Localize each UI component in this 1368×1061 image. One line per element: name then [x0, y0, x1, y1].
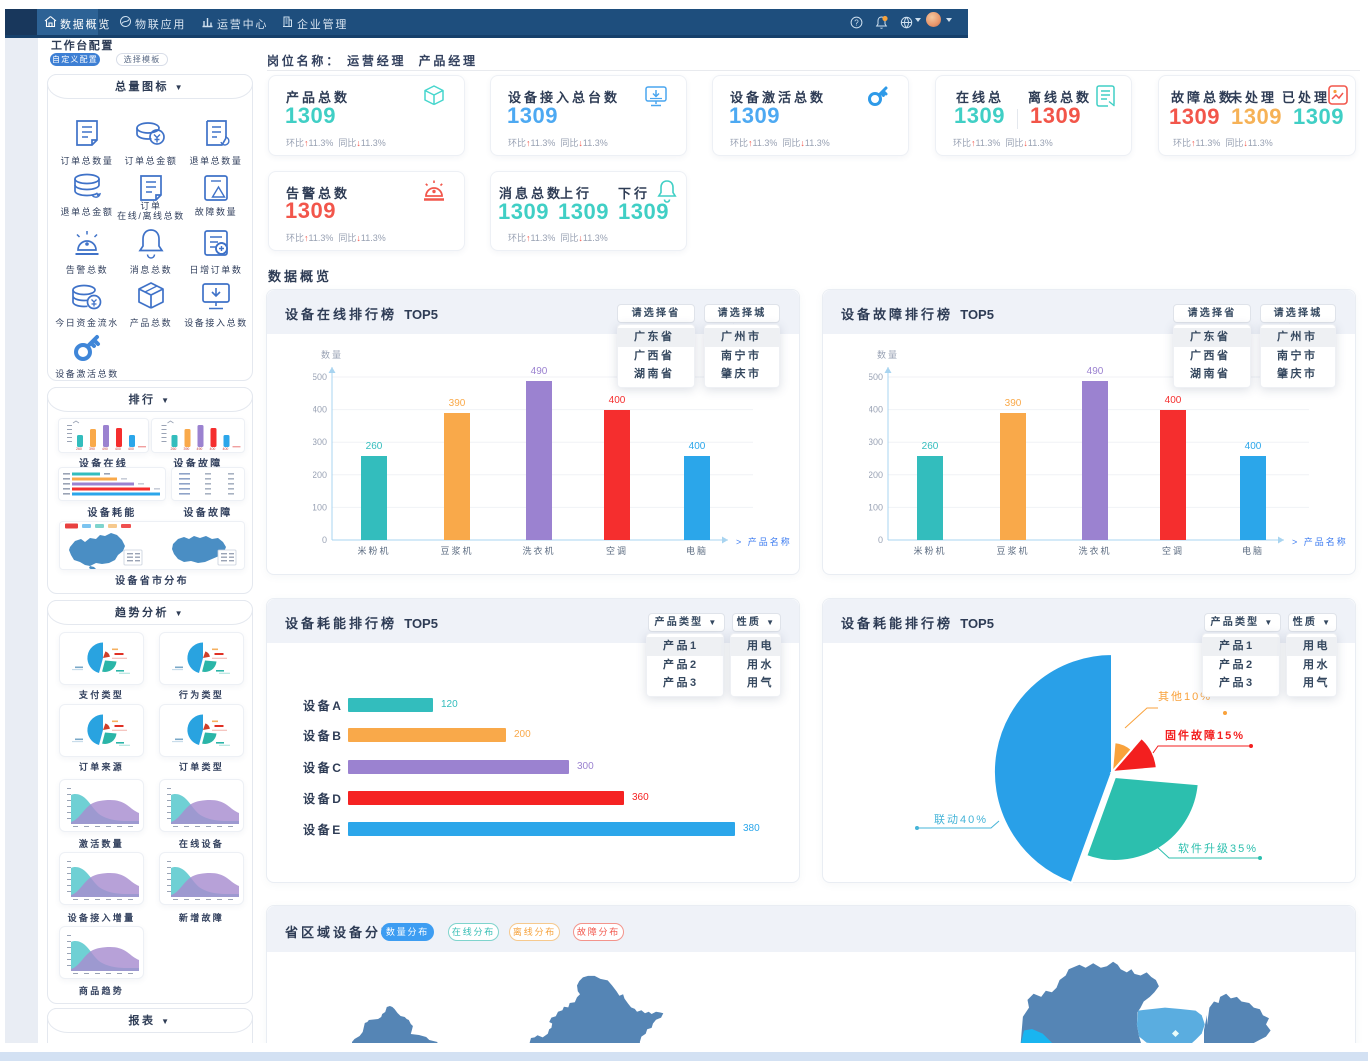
- svg-text:400: 400: [609, 395, 626, 406]
- svg-text:豆浆机: 豆浆机: [996, 545, 1029, 556]
- svg-text:500: 500: [313, 372, 327, 382]
- svg-text:490: 490: [197, 447, 203, 451]
- svg-text:联动40%: 联动40%: [934, 813, 988, 826]
- svg-text:数量: 数量: [321, 350, 343, 360]
- svg-text:400: 400: [869, 405, 883, 415]
- svg-text:390: 390: [449, 398, 466, 409]
- svg-text:400: 400: [223, 447, 229, 451]
- svg-text:390: 390: [1005, 398, 1022, 409]
- svg-text:米粉机: 米粉机: [357, 545, 390, 556]
- svg-text:?: ?: [854, 18, 859, 27]
- svg-text:500: 500: [869, 372, 883, 382]
- svg-text:米粉机: 米粉机: [913, 545, 946, 556]
- svg-text:400: 400: [689, 441, 706, 452]
- svg-text:260: 260: [171, 447, 177, 451]
- svg-text:200: 200: [313, 470, 327, 480]
- svg-text:100: 100: [869, 502, 883, 512]
- svg-text:260: 260: [922, 441, 939, 452]
- svg-text:100: 100: [313, 502, 327, 512]
- svg-text:490: 490: [531, 366, 548, 377]
- svg-text:固件故障15%: 固件故障15%: [1165, 728, 1245, 742]
- svg-text:200: 200: [869, 470, 883, 480]
- svg-text:490: 490: [102, 447, 108, 451]
- svg-text:电脑: 电脑: [1242, 545, 1264, 556]
- svg-text:空调: 空调: [606, 545, 628, 556]
- svg-text:豆浆机: 豆浆机: [440, 545, 473, 556]
- svg-text:300: 300: [869, 437, 883, 447]
- svg-text:400: 400: [1165, 395, 1182, 406]
- svg-text:300: 300: [313, 437, 327, 447]
- svg-text:400: 400: [313, 405, 327, 415]
- svg-text:其他10%: 其他10%: [1158, 690, 1212, 703]
- svg-text:洗衣机: 洗衣机: [1078, 545, 1111, 556]
- svg-text:电脑: 电脑: [686, 545, 708, 556]
- svg-text:0: 0: [322, 535, 327, 545]
- svg-text:软件升级35%: 软件升级35%: [1178, 841, 1258, 855]
- svg-text:0: 0: [878, 535, 883, 545]
- svg-text:400: 400: [115, 447, 121, 451]
- svg-text:260: 260: [366, 441, 383, 452]
- svg-text:400: 400: [128, 447, 134, 451]
- svg-text:400: 400: [210, 447, 216, 451]
- svg-text:数量: 数量: [877, 350, 899, 360]
- svg-text:400: 400: [1245, 441, 1262, 452]
- svg-text:260: 260: [76, 447, 82, 451]
- svg-text:洗衣机: 洗衣机: [522, 545, 555, 556]
- svg-text:390: 390: [184, 447, 190, 451]
- svg-text:390: 390: [89, 447, 95, 451]
- svg-text:空调: 空调: [1162, 545, 1184, 556]
- svg-text:490: 490: [1087, 366, 1104, 377]
